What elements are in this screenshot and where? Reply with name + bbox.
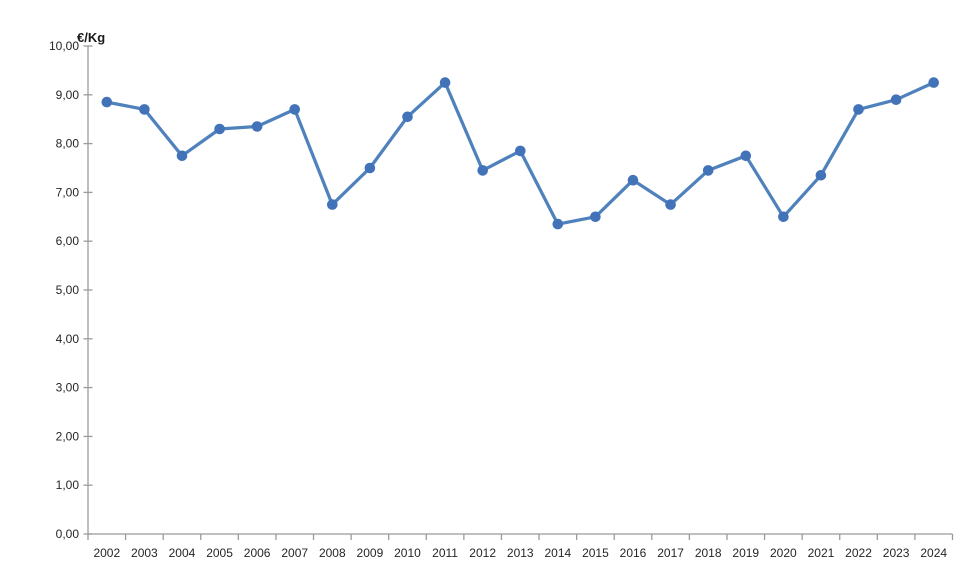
data-point-marker-2013 (515, 145, 526, 157)
x-axis-year-label: 2014 (544, 546, 571, 560)
data-point-marker-2018 (702, 165, 714, 176)
y-axis-tick-label: 8,00 (56, 137, 80, 151)
data-point-marker-2020 (778, 211, 789, 223)
x-axis-year-label: 2012 (469, 546, 496, 560)
x-axis-year-label: 2011 (432, 546, 458, 560)
x-axis-year-label: 2020 (770, 546, 797, 560)
data-point-marker-2002 (101, 96, 113, 108)
data-point-marker-2005 (214, 123, 225, 135)
data-point-marker-2016 (627, 174, 639, 186)
x-axis-year-labels: 2002 2003 2004 2005 2006 2007 2008 2009 2010 2011… (93, 546, 947, 560)
x-axis-year-label: 2004 (169, 546, 196, 560)
y-axis-tick-label: 4,00 (56, 332, 80, 346)
data-point-marker-2023 (890, 94, 902, 105)
data-point-marker-2008 (327, 199, 338, 210)
x-axis-year-label: 2022 (845, 546, 872, 560)
y-axis-tick-labels: 0,00 1,00 2,00 3,00 4,00 5,00 6,00 7,00 8,00 9,00… (49, 39, 79, 541)
data-point-marker-2019 (740, 150, 752, 162)
x-axis-year-label: 2007 (281, 546, 308, 560)
x-axis-year-label: 2005 (206, 546, 233, 560)
data-point-marker-2012 (477, 165, 489, 176)
y-axis-tick-label: 0,00 (56, 527, 80, 541)
data-point-marker-2003 (139, 104, 150, 115)
data-point-marker-2024 (928, 77, 939, 88)
x-axis-year-label: 2006 (244, 546, 271, 560)
data-point-marker-2017 (665, 199, 676, 210)
x-axis-year-label: 2024 (920, 546, 947, 560)
x-axis-year-label: 2010 (394, 546, 421, 560)
x-axis-year-label: 2015 (582, 546, 609, 560)
x-axis-year-label: 2009 (357, 546, 384, 560)
data-series (101, 77, 939, 230)
data-point-marker-2004 (176, 150, 188, 162)
y-axis-tick-label: 3,00 (56, 381, 80, 395)
axes (83, 45, 954, 540)
y-axis-tick-label: 1,00 (56, 478, 80, 492)
x-axis-year-label: 2018 (695, 546, 722, 560)
x-axis-year-label: 2017 (657, 546, 684, 560)
x-axis-year-label: 2003 (131, 546, 158, 560)
y-axis-tick-label: 5,00 (56, 283, 80, 297)
y-axis-tick-label: 7,00 (56, 185, 80, 199)
y-axis-tick-label: 10,00 (49, 39, 79, 53)
y-axis-tick-label: 6,00 (56, 234, 80, 248)
data-point-marker-2021 (815, 170, 827, 181)
y-axis-tick-label: 9,00 (56, 88, 80, 102)
x-axis-year-label: 2013 (507, 546, 534, 560)
data-point-marker-2009 (364, 162, 376, 174)
x-axis-year-label: 2002 (93, 546, 120, 560)
x-axis-year-label: 2019 (732, 546, 759, 560)
y-axis-unit-label: €/Kg (77, 30, 105, 45)
data-point-marker-2006 (251, 121, 263, 132)
x-axis-year-label: 2021 (808, 546, 835, 560)
data-point-marker-2014 (552, 218, 564, 230)
data-point-marker-2022 (853, 104, 864, 115)
data-point-marker-2011 (439, 77, 451, 88)
y-axis-tick-label: 2,00 (56, 429, 80, 443)
x-axis-year-label: 2008 (319, 546, 346, 560)
x-axis-year-label: 2016 (620, 546, 647, 560)
x-axis-year-label: 2023 (883, 546, 910, 560)
data-point-marker-2015 (590, 211, 601, 223)
data-point-marker-2007 (289, 104, 301, 115)
data-point-marker-2010 (402, 111, 413, 123)
